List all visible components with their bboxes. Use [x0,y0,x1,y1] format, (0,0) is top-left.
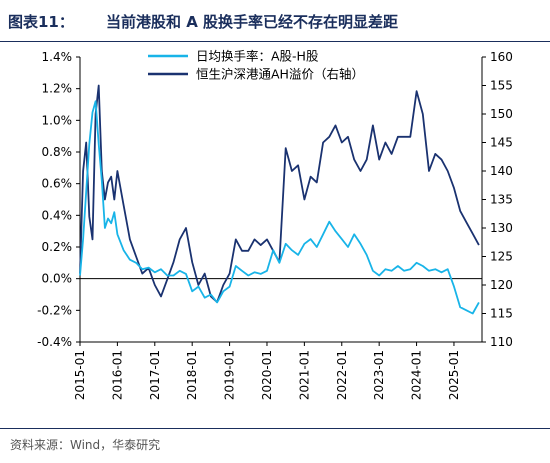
figure-footer: 资料来源：Wind，华泰研究 [0,428,550,463]
left-tick-label: 0.0% [42,272,73,286]
right-tick-label: 140 [490,164,513,178]
chart-axes: -0.4% -0.2% 0.0% 0.2% 0.4% 0.6% 0.8% 1.0% 1.2% 1.… [37,50,513,400]
x-tick-label: 2020-01 [260,350,274,400]
right-tick-label: 145 [490,136,513,150]
ah-premium-series-line [79,84,480,303]
x-tick-label: 2017-01 [148,350,162,400]
left-tick-label: -0.2% [37,303,72,317]
x-tick-label: 2016-01 [110,350,124,400]
right-tick-label: 120 [490,278,513,292]
left-tick-label: -0.4% [37,335,72,349]
x-tick-label: 2021-01 [297,350,311,400]
right-tick-label: 155 [490,79,513,93]
legend-label-turnover: 日均换手率：A股-H股 [196,49,319,64]
left-tick-label: 0.4% [42,208,73,222]
line-chart: -0.4% -0.2% 0.0% 0.2% 0.4% 0.6% 0.8% 1.0% 1.2% 1.… [37,49,513,401]
figure-number: 图表11： [8,13,74,31]
x-tick-label: 2024-01 [410,350,424,400]
x-tick-label: 2015-01 [73,350,87,400]
turnover-diff-series-line [79,100,480,315]
right-tick-label: 160 [490,50,513,64]
right-tick-label: 115 [490,307,513,321]
right-tick-label: 150 [490,107,513,121]
left-tick-label: 0.6% [42,177,73,191]
right-tick-label: 135 [490,193,513,207]
x-tick-label: 2023-01 [372,350,386,400]
source-note: 资料来源：Wind，华泰研究 [10,438,161,452]
x-tick-label: 2019-01 [223,350,237,400]
figure-title: 当前港股和 A 股换手率已经不存在明显差距 [106,13,399,31]
legend-label-ah-premium: 恒生沪深港通AH溢价（右轴） [196,67,364,82]
right-tick-label: 110 [490,335,513,349]
right-tick-label: 125 [490,250,513,264]
left-tick-label: 1.2% [42,82,73,96]
x-tick-label: 2018-01 [185,350,199,400]
chart-series [79,84,480,315]
left-tick-label: 1.4% [42,50,73,64]
right-tick-label: 130 [490,221,513,235]
left-tick-label: 1.0% [42,113,73,127]
x-tick-label: 2022-01 [335,350,349,400]
figure-header: 图表11： 当前港股和 A 股换手率已经不存在明显差距 [0,0,550,42]
left-tick-label: 0.8% [42,145,73,159]
x-tick-label: 2025-01 [447,350,461,400]
left-tick-label: 0.2% [42,240,73,254]
